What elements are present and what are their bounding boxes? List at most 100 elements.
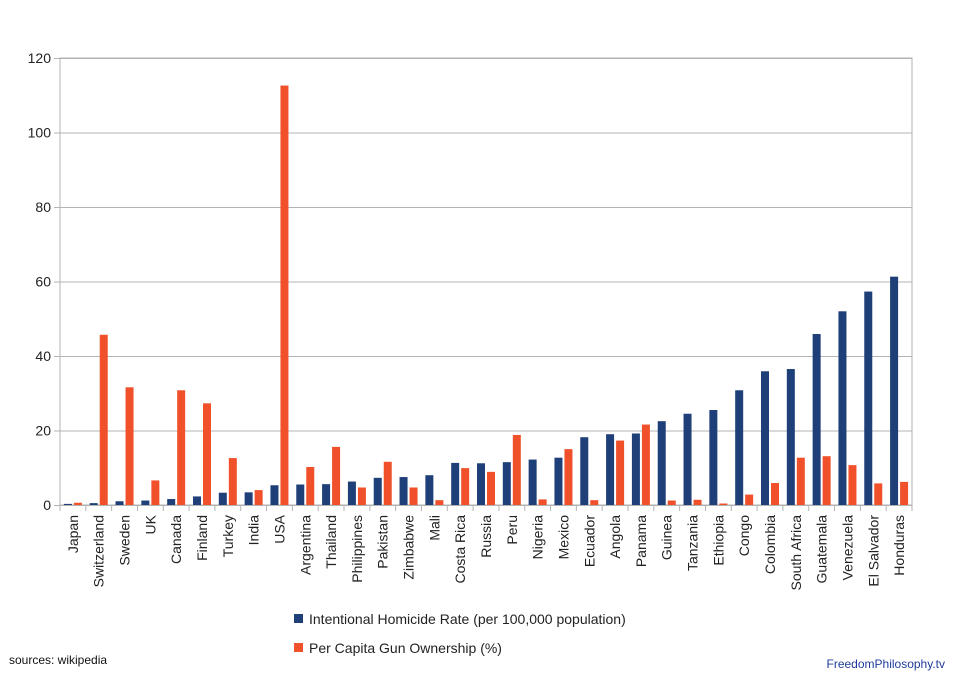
gun-ownership-bar — [900, 481, 909, 505]
x-tick-label: India — [246, 515, 262, 546]
homicide-bar — [631, 433, 640, 505]
x-tick-label: Costa Rica — [452, 515, 468, 584]
gun-ownership-bar — [719, 503, 728, 505]
gun-ownership-bar — [667, 500, 676, 505]
homicide-bar — [761, 371, 769, 505]
gun-ownership-bar — [693, 499, 702, 505]
gun-ownership-bar — [487, 471, 495, 505]
y-tick-label: 80 — [35, 199, 51, 215]
legend-label: Intentional Homicide Rate (per 100,000 p… — [309, 611, 626, 627]
x-tick-label: Peru — [504, 515, 520, 545]
source-note: sources: wikipedia — [9, 653, 108, 667]
gun-ownership-bar — [848, 465, 857, 505]
homicide-bar — [141, 500, 150, 505]
gun-ownership-bar — [435, 500, 444, 505]
homicide-bar — [347, 481, 356, 505]
x-tick-label: USA — [271, 514, 287, 543]
gun-ownership-bar — [771, 483, 779, 505]
homicide-bar — [115, 501, 124, 505]
x-tick-label: Nigeria — [530, 515, 546, 560]
x-tick-label: Mexico — [555, 515, 571, 560]
gun-ownership-bar — [564, 449, 573, 505]
homicide-bar — [373, 477, 382, 505]
gun-ownership-bar — [796, 457, 805, 505]
x-tick-label: Pakistan — [375, 515, 391, 569]
homicide-bar — [218, 492, 227, 505]
homicide-bar — [864, 291, 873, 505]
x-tick-label: Guatemala — [814, 515, 830, 584]
gun-ownership-bar — [590, 500, 599, 505]
x-tick-label: Ecuador — [581, 515, 597, 567]
x-tick-label: El Salvador — [865, 515, 881, 587]
gun-ownership-bar — [616, 440, 625, 505]
homicide-bar — [425, 475, 434, 505]
x-tick-label: Ethiopia — [710, 515, 726, 566]
homicide-bar — [683, 413, 692, 505]
gun-ownership-bar — [357, 487, 366, 505]
legend-label: Per Capita Gun Ownership (%) — [309, 640, 502, 656]
gun-ownership-bar — [538, 499, 547, 505]
gun-ownership-bar — [73, 502, 82, 505]
x-tick-label: Sweden — [117, 515, 133, 566]
homicide-bar — [477, 463, 485, 505]
legend-swatch — [294, 643, 303, 652]
x-tick-label: Thailand — [323, 515, 339, 569]
y-tick-label: 0 — [43, 497, 51, 513]
homicide-bar — [296, 484, 305, 505]
homicide-bar — [786, 369, 795, 505]
legend-swatch — [294, 614, 303, 623]
gun-ownership-bar — [177, 390, 186, 505]
gun-ownership-bar — [745, 494, 754, 505]
gun-ownership-bar — [280, 85, 289, 505]
gridlines — [59, 57, 913, 506]
x-tick-label: Venezuela — [839, 515, 855, 581]
brand-watermark: FreedomPhilosophy.tv — [826, 657, 946, 671]
x-tick-label: Japan — [65, 515, 81, 553]
gun-ownership-bar — [99, 334, 108, 505]
x-tick-label: Zimbabwe — [401, 515, 417, 580]
x-axis: Japan Switzerland Sweden UK Canada Finland Tur… — [59, 505, 913, 591]
y-tick-label: 40 — [35, 348, 51, 364]
x-tick-label: Turkey — [220, 515, 236, 557]
y-tick-label: 20 — [35, 423, 51, 439]
homicide-bar — [167, 499, 176, 505]
gun-ownership-bar — [125, 387, 134, 505]
y-tick-label: 60 — [35, 274, 51, 290]
x-tick-label: Honduras — [891, 515, 907, 576]
x-tick-label: Argentina — [297, 515, 313, 575]
x-tick-label: UK — [142, 514, 158, 534]
homicide-bar — [709, 410, 718, 505]
homicide-bar — [735, 390, 744, 505]
gun-ownership-bar — [641, 424, 650, 505]
y-axis: 0 20 40 60 80 100 120 — [28, 50, 60, 513]
homicide-bar — [606, 434, 615, 505]
homicide-bar — [838, 311, 847, 505]
y-tick-label: 120 — [28, 50, 52, 66]
gun-ownership-bar — [254, 490, 263, 505]
x-tick-label: Finland — [194, 515, 210, 561]
gun-ownership-bar — [332, 446, 341, 505]
homicide-bar — [812, 334, 821, 505]
gun-ownership-bar — [822, 456, 831, 505]
gun-ownership-bar — [228, 458, 237, 505]
x-tick-label: Congo — [736, 515, 752, 556]
gun-ownership-bar — [409, 487, 418, 505]
homicide-bar — [89, 503, 98, 505]
homicide-bar — [657, 421, 666, 505]
homicide-bar — [63, 503, 72, 505]
x-tick-label: Angola — [607, 515, 623, 559]
x-tick-label: Philippines — [349, 515, 365, 583]
x-tick-label: Tanzania — [685, 515, 701, 571]
homicide-bar — [554, 457, 563, 505]
gun-ownership-bar — [151, 480, 160, 505]
bars — [63, 85, 909, 505]
x-tick-label: South Africa — [788, 515, 804, 591]
homicide-bar — [451, 462, 460, 505]
homicide-bar — [399, 477, 408, 505]
gun-ownership-bar — [512, 434, 521, 505]
homicide-bar — [270, 485, 279, 505]
x-tick-label: Guinea — [659, 515, 675, 560]
gun-ownership-bar — [306, 467, 315, 505]
homicide-bar — [193, 496, 201, 505]
